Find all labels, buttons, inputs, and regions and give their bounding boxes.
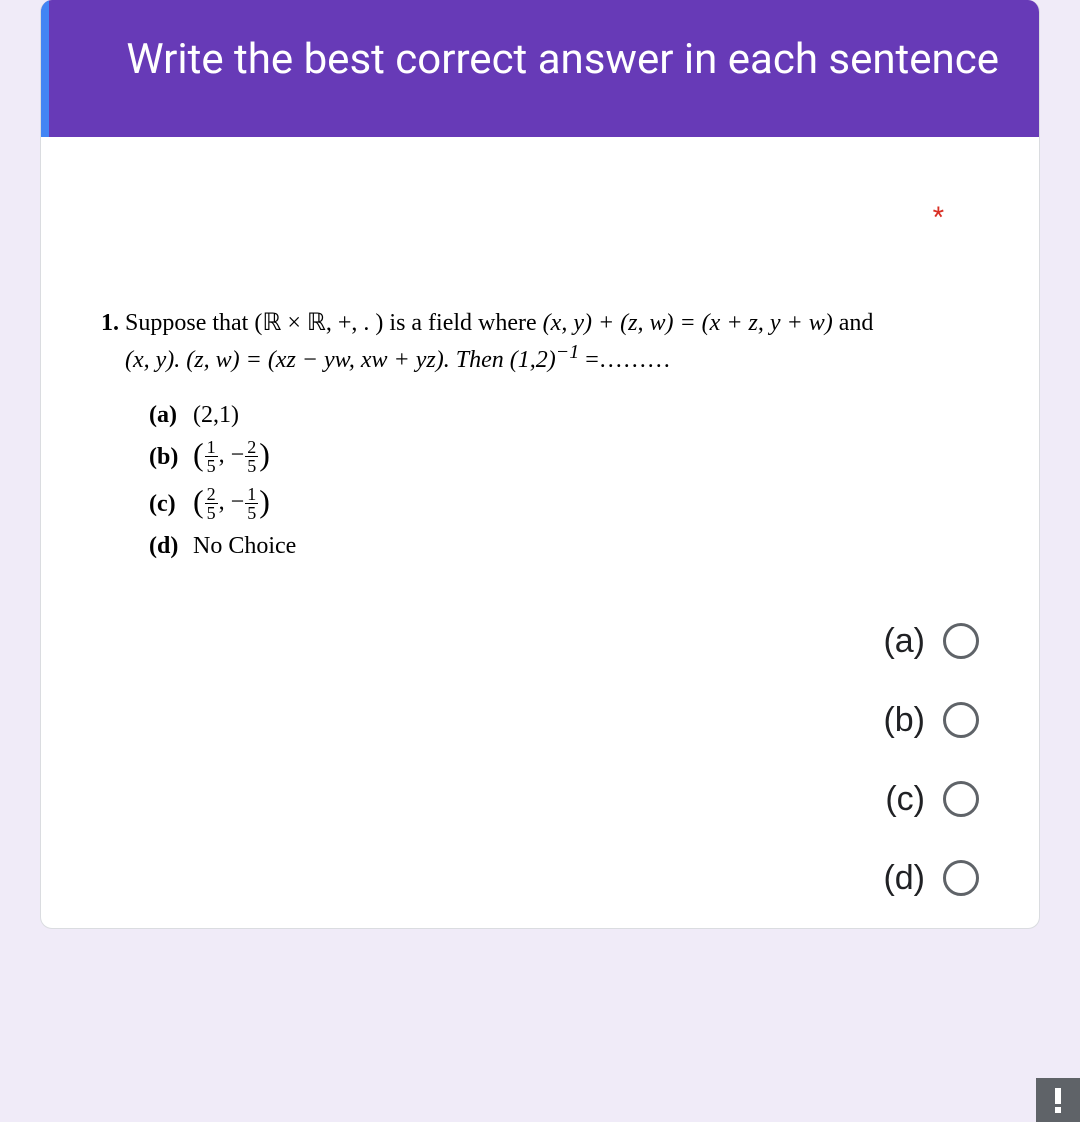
- choice-c: (c) (25, −15): [149, 482, 979, 525]
- radio-option-a[interactable]: (a): [883, 622, 979, 661]
- choice-a-text: (2,1): [193, 399, 239, 431]
- required-asterisk: *: [933, 202, 944, 232]
- choice-c-expr: (25, −15): [193, 482, 270, 525]
- choice-d-label: (d): [149, 530, 183, 562]
- radio-label-c: (c): [885, 780, 925, 819]
- question-line1-suffix: and: [833, 310, 874, 336]
- section-header: Write the best correct answer in each se…: [41, 0, 1039, 137]
- radio-option-d[interactable]: (d): [883, 859, 979, 898]
- choice-a-label: (a): [149, 399, 183, 431]
- radio-group: (a) (b) (c) (d): [101, 622, 979, 898]
- radio-circle-icon: [943, 623, 979, 659]
- report-problem-button[interactable]: [1036, 1078, 1080, 1122]
- question-line1-prefix: Suppose that (ℝ × ℝ, +, . ) is a field w…: [125, 310, 543, 336]
- question-body: * 1. Suppose that (ℝ × ℝ, +, . ) is a fi…: [41, 137, 1039, 928]
- inline-choices: (a) (2,1) (b) (15, −25) (c) (25, −15) (d…: [149, 399, 979, 562]
- question-line2-prefix: (x, y). (z, w) = (xz − yw, xw + yz). The…: [125, 347, 556, 373]
- radio-label-a: (a): [883, 622, 925, 661]
- choice-b-label: (b): [149, 441, 183, 473]
- question-number: 1.: [101, 310, 119, 336]
- question-line1-eq: (x, y) + (z, w) = (x + z, y + w): [543, 310, 833, 336]
- question-line2-suffix: =………: [579, 347, 671, 373]
- choice-d-text: No Choice: [193, 530, 296, 562]
- question-text: 1. Suppose that (ℝ × ℝ, +, . ) is a fiel…: [101, 307, 979, 377]
- choice-b-expr: (15, −25): [193, 435, 270, 478]
- alert-icon: [1049, 1086, 1067, 1114]
- form-card: Write the best correct answer in each se…: [40, 0, 1040, 929]
- choice-a: (a) (2,1): [149, 399, 979, 431]
- choice-b: (b) (15, −25): [149, 435, 979, 478]
- radio-option-b[interactable]: (b): [883, 701, 979, 740]
- choice-d: (d) No Choice: [149, 530, 979, 562]
- radio-circle-icon: [943, 781, 979, 817]
- choice-c-label: (c): [149, 488, 183, 520]
- radio-circle-icon: [943, 860, 979, 896]
- section-title: Write the best correct answer in each se…: [126, 35, 999, 84]
- question-line2-exp: −1: [556, 341, 580, 363]
- radio-circle-icon: [943, 702, 979, 738]
- radio-option-c[interactable]: (c): [885, 780, 979, 819]
- radio-label-d: (d): [883, 859, 925, 898]
- radio-label-b: (b): [883, 701, 925, 740]
